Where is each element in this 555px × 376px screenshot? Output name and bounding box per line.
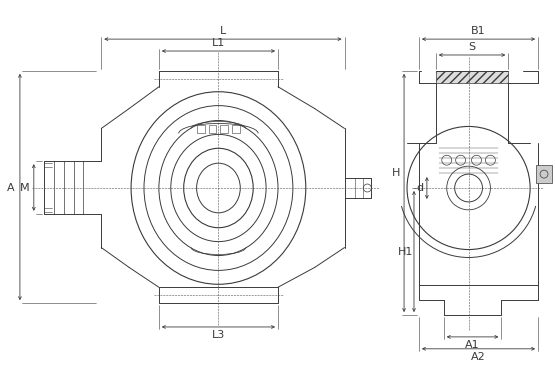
Text: S: S — [468, 42, 476, 52]
Bar — [233, 126, 240, 133]
Bar — [536, 165, 552, 183]
Text: H: H — [392, 168, 400, 178]
Text: B1: B1 — [471, 26, 486, 36]
Text: A2: A2 — [471, 352, 486, 362]
Bar — [220, 126, 228, 133]
Bar — [209, 126, 216, 133]
Text: A1: A1 — [465, 340, 480, 350]
Bar — [436, 71, 508, 83]
Text: L3: L3 — [212, 330, 225, 340]
Text: M: M — [20, 182, 30, 193]
Text: L: L — [220, 26, 226, 36]
Text: L1: L1 — [212, 38, 225, 48]
Text: H1: H1 — [398, 247, 413, 256]
Text: A: A — [7, 183, 15, 193]
Text: d: d — [416, 183, 423, 193]
Bar — [196, 126, 205, 133]
